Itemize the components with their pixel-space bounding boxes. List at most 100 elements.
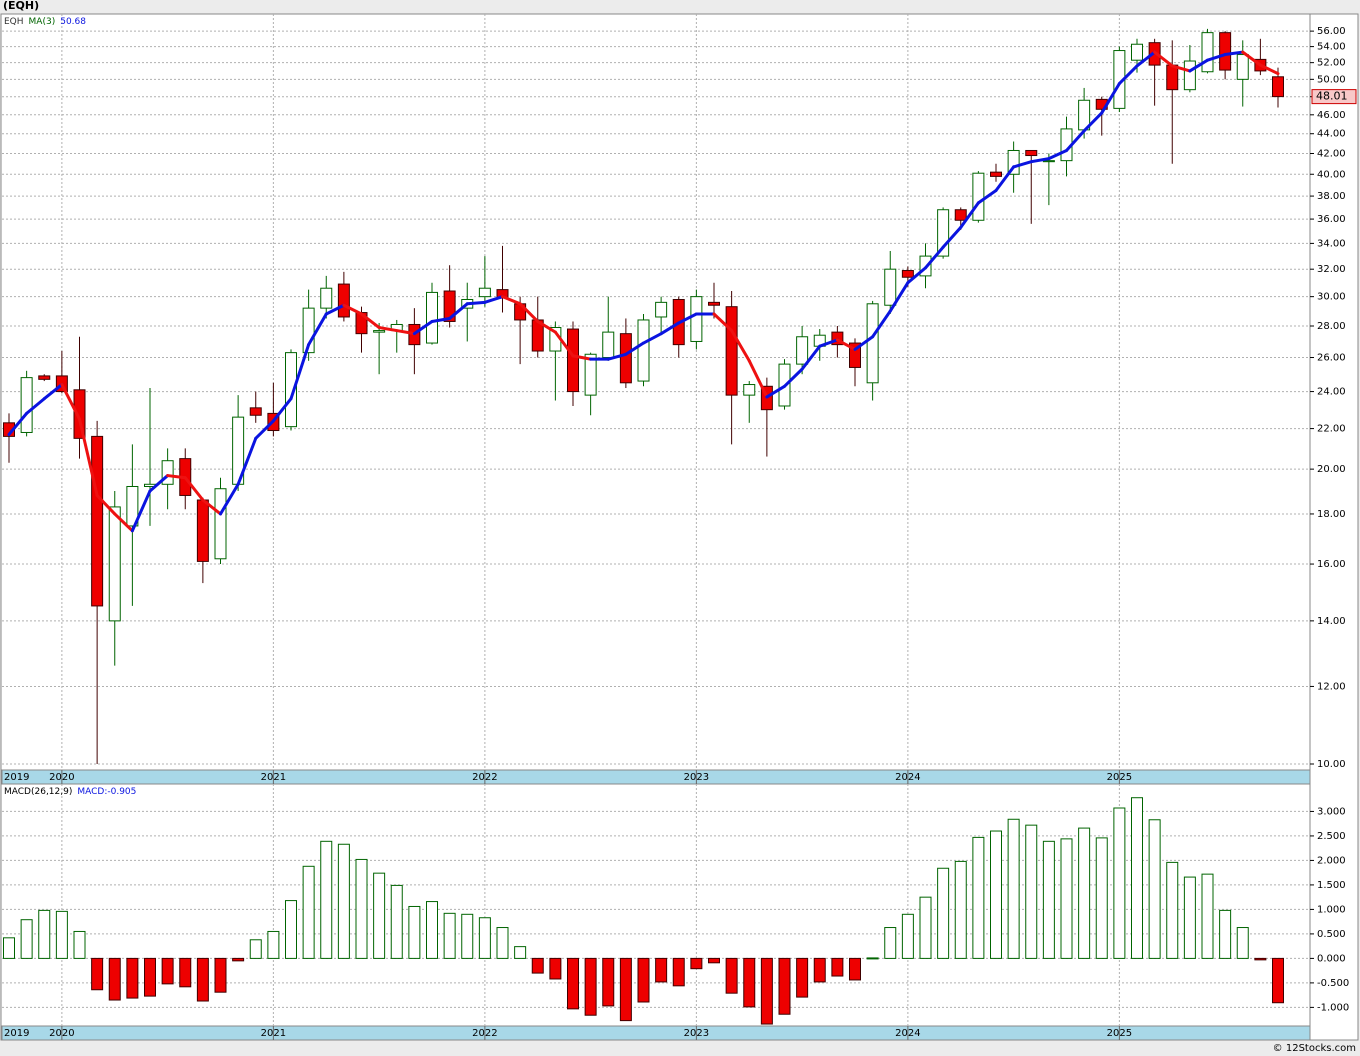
ma-line [1047, 148, 1068, 161]
y-tick-label: 2.500 [1317, 831, 1346, 842]
ma-line [183, 476, 205, 502]
candle-body [20, 377, 33, 433]
x-tick-label: 2024 [895, 1028, 920, 1039]
ma-line [800, 344, 822, 371]
macd-bar [619, 957, 632, 1022]
candle-body [584, 353, 597, 396]
y-tick-label: 24.00 [1317, 387, 1346, 398]
candle-body [901, 270, 914, 278]
macd-bar [1219, 909, 1232, 959]
ma-line [1117, 64, 1139, 86]
macd-bar [1060, 838, 1073, 959]
ma-line [941, 225, 963, 249]
macd-bar [1025, 824, 1038, 959]
ma-line [289, 343, 311, 401]
candle-body [1236, 54, 1249, 80]
macd-bar [831, 957, 844, 977]
macd-bar [232, 957, 245, 962]
macd-bar [1131, 797, 1143, 959]
macd-bar [1078, 827, 1091, 959]
ma-line [448, 302, 469, 320]
macd-bar [743, 957, 756, 1008]
candle-body [196, 499, 209, 562]
ma-line [113, 512, 134, 533]
candle-body [91, 435, 104, 607]
macd-bar [179, 957, 192, 988]
macd-bar [408, 905, 421, 959]
macd-bar [901, 913, 914, 959]
ma-line [659, 321, 681, 336]
ma-line [307, 312, 328, 347]
y-tick-label: 3.000 [1317, 806, 1346, 817]
candle-body [954, 209, 967, 221]
chart-title: (EQH) [3, 0, 39, 12]
y-tick-label: 1.000 [1317, 904, 1346, 915]
macd-bar [144, 957, 156, 997]
macd-bar [108, 957, 121, 1001]
ma-line [377, 326, 399, 333]
ma-line [412, 319, 434, 336]
candle-body [161, 460, 174, 485]
ma-line [1241, 50, 1262, 67]
ma-line [219, 482, 240, 516]
ma-line [166, 474, 187, 480]
macd-bar [602, 957, 615, 1007]
macd-bar [866, 957, 879, 960]
y-tick-label: 28.00 [1317, 321, 1346, 332]
macd-bar [267, 930, 280, 959]
candle-body [337, 283, 350, 318]
macd-bar [1254, 957, 1267, 961]
y-tick-label: 14.00 [1317, 616, 1346, 627]
y-tick-label: -0.500 [1317, 978, 1349, 989]
macd-bar [3, 937, 15, 959]
macd-bar [813, 957, 826, 983]
x-tick-label: 2021 [261, 1028, 286, 1039]
y-tick-label: 34.00 [1317, 238, 1346, 249]
y-tick-label: 2.000 [1317, 855, 1346, 866]
ma-line [60, 383, 81, 421]
macd-bar [796, 957, 809, 998]
y-tick-label: 26.00 [1317, 353, 1346, 364]
x-tick-label: 2022 [472, 772, 497, 783]
ma-line [747, 359, 769, 399]
ma-line [483, 295, 504, 304]
y-tick-label: 32.00 [1317, 264, 1346, 275]
macd-bar [196, 957, 209, 1002]
x-tick-label: 2021 [261, 772, 286, 783]
ma-line [254, 419, 275, 440]
macd-bar [1183, 876, 1196, 959]
ma-line [1206, 53, 1227, 62]
candle-body [1201, 32, 1214, 73]
macd-bar [1148, 819, 1161, 959]
candle-body [602, 331, 615, 359]
candle-body [690, 296, 703, 342]
y-tick-label: 10.00 [1317, 759, 1346, 770]
ma-line [1082, 111, 1104, 133]
macd-bar [849, 957, 861, 981]
macd-bar [549, 957, 562, 980]
ma-line [624, 341, 645, 356]
y-tick-label: 0.500 [1317, 929, 1346, 940]
macd-bar [20, 919, 33, 959]
macd-bar [1272, 957, 1284, 1004]
macd-bar [690, 957, 703, 970]
y-tick-label: 44.00 [1317, 129, 1346, 140]
macd-bar [73, 930, 86, 959]
ma-line [236, 436, 258, 486]
y-tick-label: 40.00 [1317, 169, 1346, 180]
macd-bar [91, 957, 104, 991]
y-tick-label: 54.00 [1317, 42, 1346, 53]
candle-body [972, 172, 985, 221]
ma-line [730, 329, 751, 363]
candle-body [743, 384, 756, 396]
ma-line [818, 338, 839, 348]
ma-line [783, 367, 804, 388]
last-price-box [1311, 89, 1357, 105]
candle-body [831, 331, 844, 346]
macd-bar [1236, 927, 1249, 959]
macd-bar [972, 836, 985, 959]
macd-bar [55, 910, 68, 959]
ma-line [465, 300, 487, 306]
macd-bar [1113, 807, 1126, 959]
